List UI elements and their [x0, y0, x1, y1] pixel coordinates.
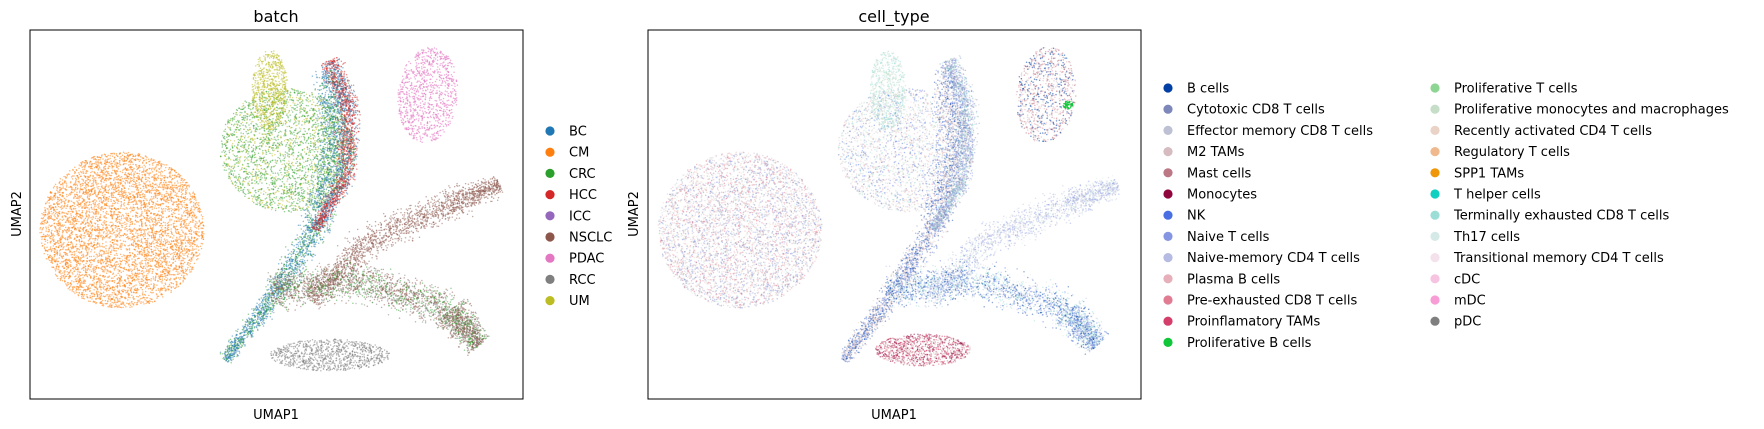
legend-marker-pdc — [1430, 317, 1439, 326]
legend-label-um: UM — [569, 294, 590, 309]
legend-marker-rcc — [545, 275, 554, 284]
legend-marker-plasma-b-cells — [1163, 274, 1172, 283]
legend-label-proinflamatory-tams: Proinflamatory TAMs — [1187, 315, 1321, 330]
legend-marker-cm — [545, 148, 554, 157]
legend-label-b-cells: B cells — [1187, 82, 1229, 97]
batch-y-axis-label: UMAP2 — [10, 191, 25, 237]
legend-marker-proinflamatory-tams — [1163, 317, 1172, 326]
legend-label-th17-cells: Th17 cells — [1453, 230, 1520, 245]
legend-marker-transitional-memory-cd4-t-cells — [1430, 253, 1439, 262]
batch-x-axis-label: UMAP1 — [253, 408, 299, 423]
legend-marker-regulatory-t-cells — [1430, 147, 1439, 156]
legend-marker-recently-activated-cd4-t-cells — [1430, 126, 1439, 135]
legend-label-pdac: PDAC — [569, 252, 604, 267]
legend-label-recently-activated-cd4-t-cells: Recently activated CD4 T cells — [1454, 124, 1652, 139]
legend-label-proliferative-t-cells: Proliferative T cells — [1454, 82, 1578, 97]
legend-label-t-helper-cells: T helper cells — [1453, 188, 1541, 203]
legend-label-plasma-b-cells: Plasma B cells — [1187, 272, 1280, 287]
legend-marker-spp1-tams — [1430, 168, 1439, 177]
legend-marker-bc — [545, 126, 554, 135]
legend-label-transitional-memory-cd4-t-cells: Transitional memory CD4 T cells — [1453, 251, 1664, 266]
legend-label-monocytes: Monocytes — [1187, 188, 1257, 203]
legend-marker-t-helper-cells — [1430, 189, 1439, 198]
legend-label-cm: CM — [569, 146, 589, 161]
legend-marker-proliferative-monocytes-and-macrophages — [1430, 105, 1439, 114]
legend-marker-th17-cells — [1430, 232, 1439, 241]
legend-label-pdc: pDC — [1454, 315, 1481, 330]
legend-marker-proliferative-b-cells — [1163, 338, 1172, 347]
batch-chart-title: batch — [253, 7, 298, 26]
legend-marker-cytotoxic-cd8-t-cells — [1163, 105, 1172, 114]
legend-label-proliferative-monocytes-and-macrophages: Proliferative monocytes and macrophages — [1454, 103, 1729, 118]
legend-marker-mast-cells — [1163, 168, 1172, 177]
legend-label-m2-tams: M2 TAMs — [1187, 145, 1245, 160]
batch-legend: BC CM CRC HCC ICC NSCLC PDAC RCC UM — [545, 125, 612, 310]
legend-label-mdc: mDC — [1454, 294, 1486, 309]
legend-label-mast-cells: Mast cells — [1187, 166, 1252, 181]
legend-marker-mdc — [1430, 295, 1439, 304]
cell-type-scatter-points — [657, 47, 1120, 367]
batch-scatter-points — [39, 47, 503, 372]
cell-type-legend: B cells Cytotoxic CD8 T cells Effector mem… — [1163, 82, 1729, 351]
legend-marker-nsclc — [545, 232, 554, 241]
legend-label-bc: BC — [569, 125, 587, 140]
panel-batch: batch UMAP1 UMAP2 BC CM CRC HCC ICC NSCLC PDAC… — [10, 7, 612, 423]
legend-label-hcc: HCC — [569, 188, 597, 203]
legend-label-naive-t-cells: Naive T cells — [1187, 230, 1270, 245]
legend-marker-effector-memory-cd8-t-cells — [1163, 126, 1172, 135]
legend-marker-naive-t-cells — [1163, 232, 1172, 241]
legend-label-icc: ICC — [569, 209, 591, 224]
legend-label-cytotoxic-cd8-t-cells: Cytotoxic CD8 T cells — [1187, 103, 1325, 118]
legend-marker-terminally-exhausted-cd8-t-cells — [1430, 211, 1439, 220]
legend-marker-b-cells — [1163, 83, 1172, 92]
legend-marker-icc — [545, 211, 554, 220]
legend-label-naive-memory-cd4-t-cells: Naive-memory CD4 T cells — [1187, 251, 1360, 266]
legend-marker-um — [545, 296, 554, 305]
legend-label-rcc: RCC — [569, 273, 596, 288]
legend-label-cdc: cDC — [1454, 272, 1480, 287]
legend-label-nk: NK — [1187, 209, 1206, 224]
legend-label-proliferative-b-cells: Proliferative B cells — [1187, 336, 1312, 351]
panel-cell-type: cell_type UMAP1 UMAP2 B cells Cytotoxic C… — [627, 7, 1729, 423]
legend-marker-pdac — [545, 254, 554, 263]
legend-label-effector-memory-cd8-t-cells: Effector memory CD8 T cells — [1187, 124, 1373, 139]
cell-type-chart-title: cell_type — [858, 7, 929, 27]
legend-marker-hcc — [545, 190, 554, 199]
legend-label-crc: CRC — [569, 167, 596, 182]
legend-marker-monocytes — [1163, 189, 1172, 198]
legend-label-spp1-tams: SPP1 TAMs — [1454, 166, 1524, 181]
cell-type-y-axis-label: UMAP2 — [627, 191, 642, 237]
legend-label-pre-exhausted-cd8-t-cells: Pre-exhausted CD8 T cells — [1187, 294, 1357, 309]
legend-label-nsclc: NSCLC — [569, 231, 612, 246]
legend-marker-cdc — [1430, 274, 1439, 283]
legend-marker-m2-tams — [1163, 147, 1172, 156]
legend-marker-crc — [545, 169, 554, 178]
legend-marker-pre-exhausted-cd8-t-cells — [1163, 295, 1172, 304]
legend-label-regulatory-t-cells: Regulatory T cells — [1454, 145, 1570, 160]
legend-marker-naive-memory-cd4-t-cells — [1163, 253, 1172, 262]
legend-marker-nk — [1163, 211, 1172, 220]
legend-label-terminally-exhausted-cd8-t-cells: Terminally exhausted CD8 T cells — [1453, 209, 1669, 224]
legend-marker-proliferative-t-cells — [1430, 83, 1439, 92]
cell-type-x-axis-label: UMAP1 — [871, 408, 917, 423]
